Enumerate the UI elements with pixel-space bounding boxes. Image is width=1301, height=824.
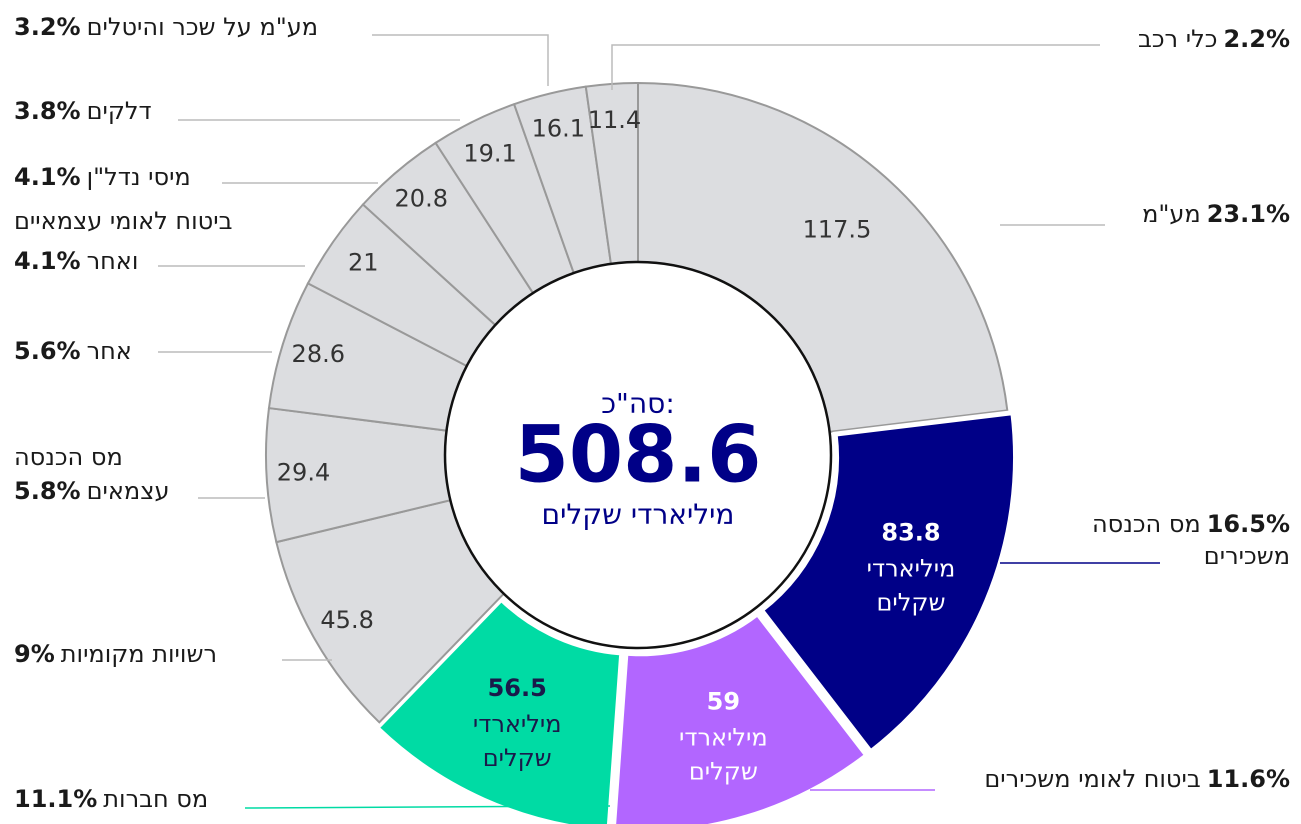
legend-label: מס חברות (103, 785, 208, 813)
legend-label: אחר (87, 337, 132, 365)
total-value: 508.6 (515, 410, 762, 500)
unit-label: מיליארדי (473, 710, 562, 738)
value-label: 28.6 (292, 340, 345, 368)
percent-label: 16.5% (1207, 510, 1290, 538)
unit-label: שקלים (689, 757, 758, 785)
segment (611, 610, 871, 824)
legend-label: ואחר (87, 247, 139, 275)
unit-label: שקלים (877, 588, 946, 616)
percent-label: 4.1% (14, 247, 81, 275)
percent-label: 9% (14, 640, 55, 668)
total-unit: מיליארדי שקלים (542, 498, 735, 531)
value-label: 29.4 (277, 458, 330, 486)
percent-label: 3.2% (14, 13, 81, 41)
donut (265, 81, 1019, 824)
value-label: 83.8 (881, 518, 940, 546)
value-label: 45.8 (320, 606, 373, 634)
percent-label: 4.1% (14, 163, 81, 191)
value-label: 19.1 (463, 139, 516, 167)
value-label: 59 (707, 687, 740, 715)
legend-label: ביטוח לאומי עצמאיים (14, 207, 232, 235)
legend-label: ביטוח לאומי משכירים (984, 765, 1200, 793)
percent-label: 11.6% (1207, 765, 1290, 793)
legend-label: מיסי נדל"ן (87, 163, 191, 191)
leader-line (611, 44, 1100, 90)
percent-label: 2.2% (1223, 25, 1290, 53)
value-label: 20.8 (395, 185, 448, 213)
percent-label: 23.1% (1207, 200, 1290, 228)
segment (373, 595, 625, 824)
unit-label: מיליארדי (679, 723, 768, 751)
legend-label: רשויות מקומיות (61, 640, 217, 668)
leader-line (372, 34, 549, 86)
legend-label: עצמאים (87, 477, 170, 505)
legend-label: משכירים (1204, 542, 1290, 570)
percent-label: 11.1% (14, 785, 97, 813)
legend-label: מע"מ (1142, 200, 1201, 228)
legend-label: מס הכנסה (1092, 510, 1201, 538)
percent-label: 5.6% (14, 337, 81, 365)
legend-label: כלי רכב (1138, 25, 1217, 53)
leader-line (244, 805, 611, 809)
unit-label: שקלים (483, 744, 552, 772)
legend-label: דלקים (87, 97, 152, 125)
segment (757, 409, 1019, 756)
legend-label: מס הכנסה (14, 443, 123, 471)
value-label: 11.4 (588, 106, 641, 134)
unit-label: מיליארדי (867, 554, 956, 582)
value-label: 56.5 (488, 674, 547, 702)
percent-label: 3.8% (14, 97, 81, 125)
percent-label: 5.8% (14, 477, 81, 505)
total-label: סה"כ: (601, 387, 675, 420)
center-circle (443, 260, 833, 650)
value-label: 16.1 (532, 115, 585, 143)
value-label: 117.5 (803, 215, 872, 243)
legend-label: מע"מ על שכר והיטלים (87, 13, 319, 41)
value-label: 21 (348, 248, 379, 276)
